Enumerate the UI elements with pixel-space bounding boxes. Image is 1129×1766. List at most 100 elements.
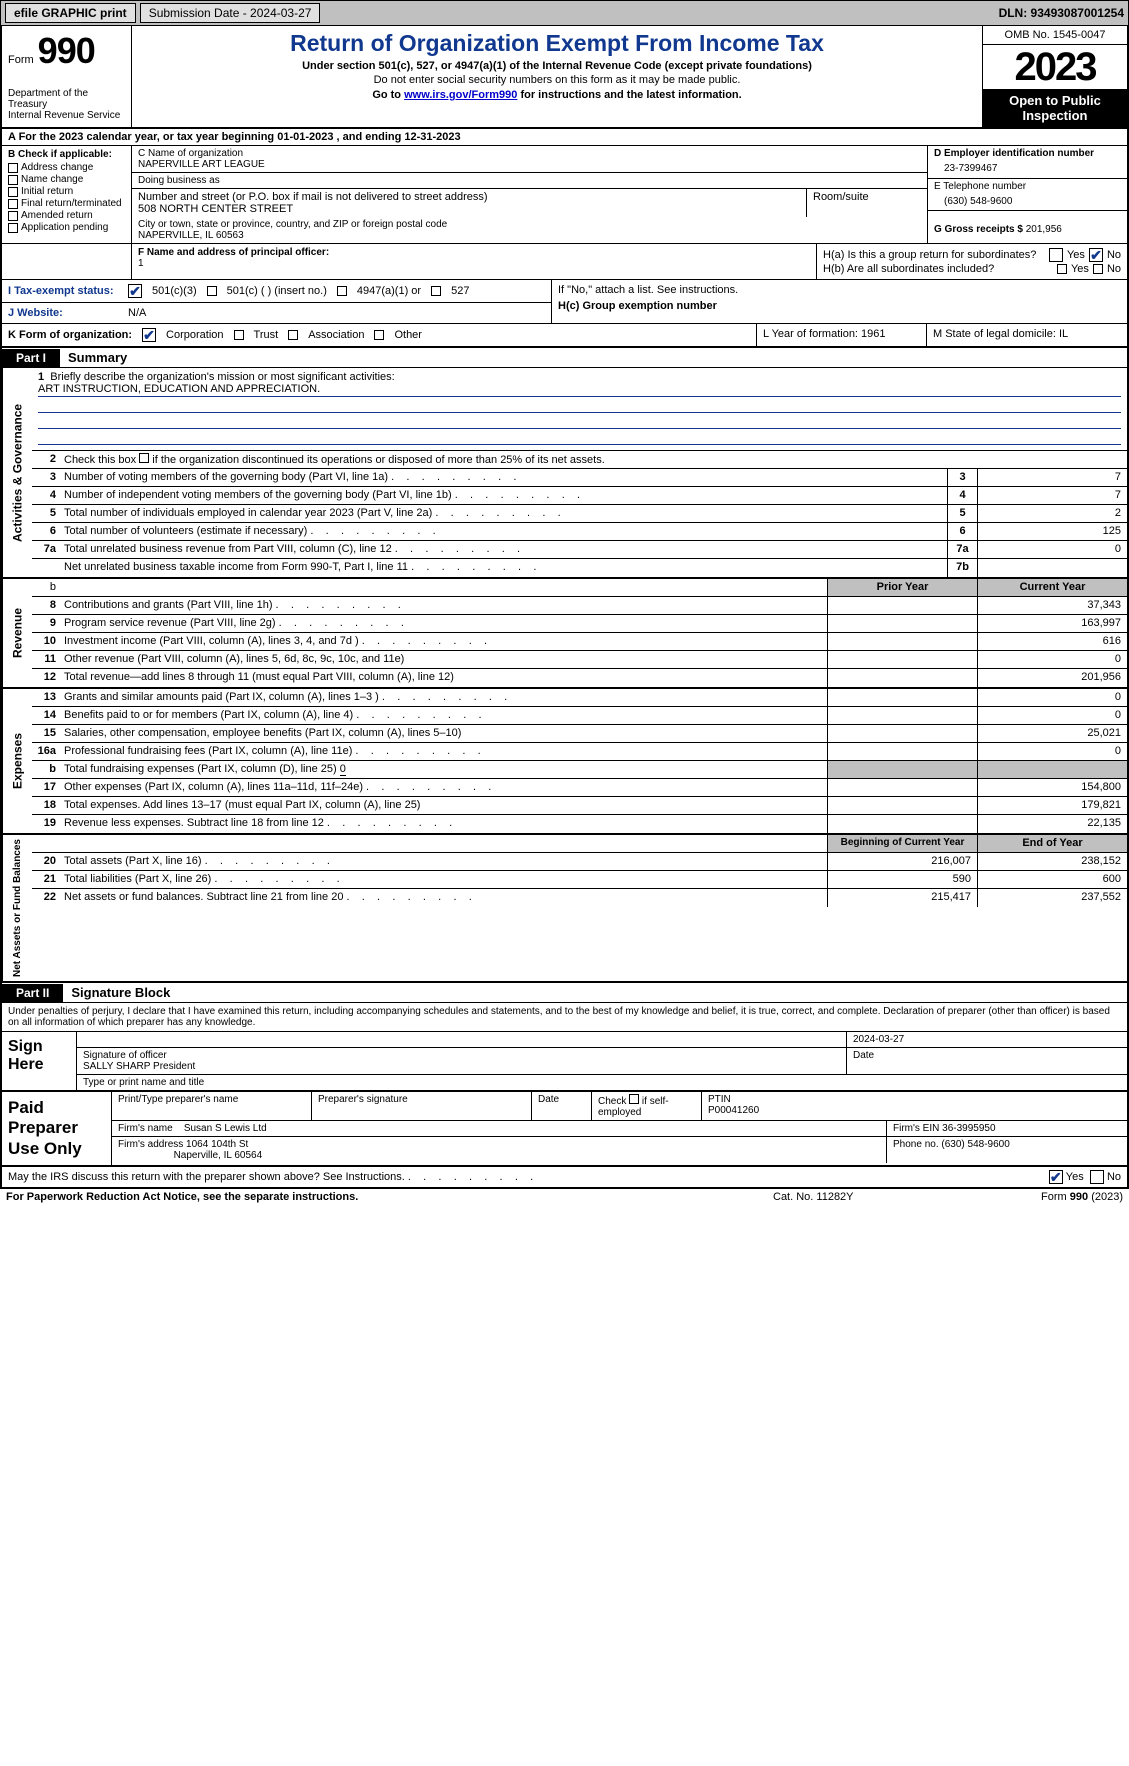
sign-date: 2024-03-27 xyxy=(847,1032,1127,1047)
v6: 125 xyxy=(977,523,1127,540)
subtitle-2: Do not enter social security numbers on … xyxy=(138,74,976,86)
gross: 201,956 xyxy=(1026,224,1062,235)
ha-row: H(a) Is this a group return for subordin… xyxy=(823,248,1121,262)
subtitle-1: Under section 501(c), 527, or 4947(a)(1)… xyxy=(138,60,976,72)
v7b xyxy=(977,559,1127,577)
chk-501c[interactable] xyxy=(207,286,217,296)
v10: 616 xyxy=(977,633,1127,650)
row-a: A For the 2023 calendar year, or tax yea… xyxy=(0,129,1129,146)
v13: 0 xyxy=(977,689,1127,706)
chk-initial[interactable] xyxy=(8,187,18,197)
section-ijh: I Tax-exempt status: 501(c)(3) 501(c) ( … xyxy=(0,280,1129,324)
tax-year: 2023 xyxy=(983,45,1127,89)
v19: 22,135 xyxy=(977,815,1127,833)
section-k: K Form of organization: Corporation Trus… xyxy=(0,324,1129,348)
col-b: B Check if applicable: Address change Na… xyxy=(2,146,132,243)
chk-final[interactable] xyxy=(8,199,18,209)
city: NAPERVILLE, IL 60563 xyxy=(138,230,921,241)
preparer-block: Paid Preparer Use Only Print/Type prepar… xyxy=(0,1092,1129,1167)
chk-other[interactable] xyxy=(374,330,384,340)
e20: 238,152 xyxy=(977,853,1127,870)
ha-no[interactable] xyxy=(1089,248,1103,262)
discuss-no[interactable] xyxy=(1090,1170,1104,1184)
firm-ein: 36-3995950 xyxy=(942,1123,995,1134)
col-c: C Name of organization NAPERVILLE ART LE… xyxy=(132,146,927,243)
b20: 216,007 xyxy=(827,853,977,870)
form-title: Return of Organization Exempt From Incom… xyxy=(138,30,976,57)
firm-addr1: 1064 104th St xyxy=(186,1139,248,1150)
v16a: 0 xyxy=(977,743,1127,760)
room-label: Room/suite xyxy=(807,189,927,217)
header: Form 990 Department of the Treasury Inte… xyxy=(0,26,1129,129)
chk-corp[interactable] xyxy=(142,328,156,342)
ha-yes[interactable] xyxy=(1049,248,1063,262)
mission: ART INSTRUCTION, EDUCATION AND APPRECIAT… xyxy=(38,383,1121,397)
sign-block: Sign Here 2024-03-27 Signature of office… xyxy=(0,1032,1129,1092)
topbar: efile GRAPHIC print Submission Date - 20… xyxy=(0,0,1129,26)
e21: 600 xyxy=(977,871,1127,888)
open-inspection: Open to Public Inspection xyxy=(983,89,1127,127)
submission-date: Submission Date - 2024-03-27 xyxy=(140,3,321,23)
revenue-section: Revenue bPrior YearCurrent Year 8Contrib… xyxy=(0,579,1129,689)
v12: 201,956 xyxy=(977,669,1127,687)
hb-note: If "No," attach a list. See instructions… xyxy=(558,284,1121,296)
chk-amended[interactable] xyxy=(8,211,18,221)
part1-header: Part I Summary xyxy=(0,348,1129,368)
v17: 154,800 xyxy=(977,779,1127,796)
part2-header: Part II Signature Block xyxy=(0,983,1129,1003)
discuss-yes[interactable] xyxy=(1049,1170,1063,1184)
chk-pending[interactable] xyxy=(8,223,18,233)
addr: 508 NORTH CENTER STREET xyxy=(138,203,800,215)
officer-val: 1 xyxy=(138,258,810,269)
year-formation: L Year of formation: 1961 xyxy=(757,324,927,346)
v8: 37,343 xyxy=(977,597,1127,614)
ein: 23-7399467 xyxy=(934,159,1121,174)
col-d: D Employer identification number 23-7399… xyxy=(927,146,1127,243)
website: N/A xyxy=(128,307,146,319)
hb-row: H(b) Are all subordinates included? Yes … xyxy=(823,263,1121,275)
hb-yes[interactable] xyxy=(1057,264,1067,274)
chk-527[interactable] xyxy=(431,286,441,296)
v18: 179,821 xyxy=(977,797,1127,814)
netassets-section: Net Assets or Fund Balances Beginning of… xyxy=(0,835,1129,983)
prep-phone: (630) 548-9600 xyxy=(941,1139,1009,1150)
governance-section: Activities & Governance 1 Briefly descri… xyxy=(0,368,1129,579)
city-label: City or town, state or province, country… xyxy=(138,219,921,230)
chk-discontinued[interactable] xyxy=(139,453,149,463)
firm-name: Susan S Lewis Ltd xyxy=(184,1123,267,1134)
org-name-label: C Name of organization xyxy=(138,148,921,159)
v9: 163,997 xyxy=(977,615,1127,632)
section-bcd: B Check if applicable: Address change Na… xyxy=(0,146,1129,244)
efile-button[interactable]: efile GRAPHIC print xyxy=(5,3,136,23)
chk-address[interactable] xyxy=(8,163,18,173)
hb-no[interactable] xyxy=(1093,264,1103,274)
chk-selfemp[interactable] xyxy=(629,1094,639,1104)
gross-label: G Gross receipts $ xyxy=(934,224,1023,235)
b22: 215,417 xyxy=(827,889,977,907)
section-fh: F Name and address of principal officer:… xyxy=(0,244,1129,280)
discuss-row: May the IRS discuss this return with the… xyxy=(0,1167,1129,1189)
subtitle-3: Go to www.irs.gov/Form990 for instructio… xyxy=(138,89,976,101)
tel-label: E Telephone number xyxy=(934,181,1121,192)
e22: 237,552 xyxy=(977,889,1127,907)
chk-assoc[interactable] xyxy=(288,330,298,340)
form-number: Form 990 xyxy=(8,30,125,72)
v5: 2 xyxy=(977,505,1127,522)
chk-4947[interactable] xyxy=(337,286,347,296)
v11: 0 xyxy=(977,651,1127,668)
state-domicile: M State of legal domicile: IL xyxy=(927,324,1127,346)
omb-number: OMB No. 1545-0047 xyxy=(983,26,1127,45)
chk-name[interactable] xyxy=(8,175,18,185)
v4: 7 xyxy=(977,487,1127,504)
v14: 0 xyxy=(977,707,1127,724)
irs-link[interactable]: www.irs.gov/Form990 xyxy=(404,89,517,101)
tel: (630) 548-9600 xyxy=(934,192,1121,207)
expenses-section: Expenses 13Grants and similar amounts pa… xyxy=(0,689,1129,835)
department: Department of the Treasury Internal Reve… xyxy=(8,88,125,121)
ptin: P00041260 xyxy=(708,1105,759,1116)
footer: For Paperwork Reduction Act Notice, see … xyxy=(0,1189,1129,1205)
v3: 7 xyxy=(977,469,1127,486)
chk-501c3[interactable] xyxy=(128,284,142,298)
chk-trust[interactable] xyxy=(234,330,244,340)
officer-name: SALLY SHARP President xyxy=(83,1061,195,1072)
